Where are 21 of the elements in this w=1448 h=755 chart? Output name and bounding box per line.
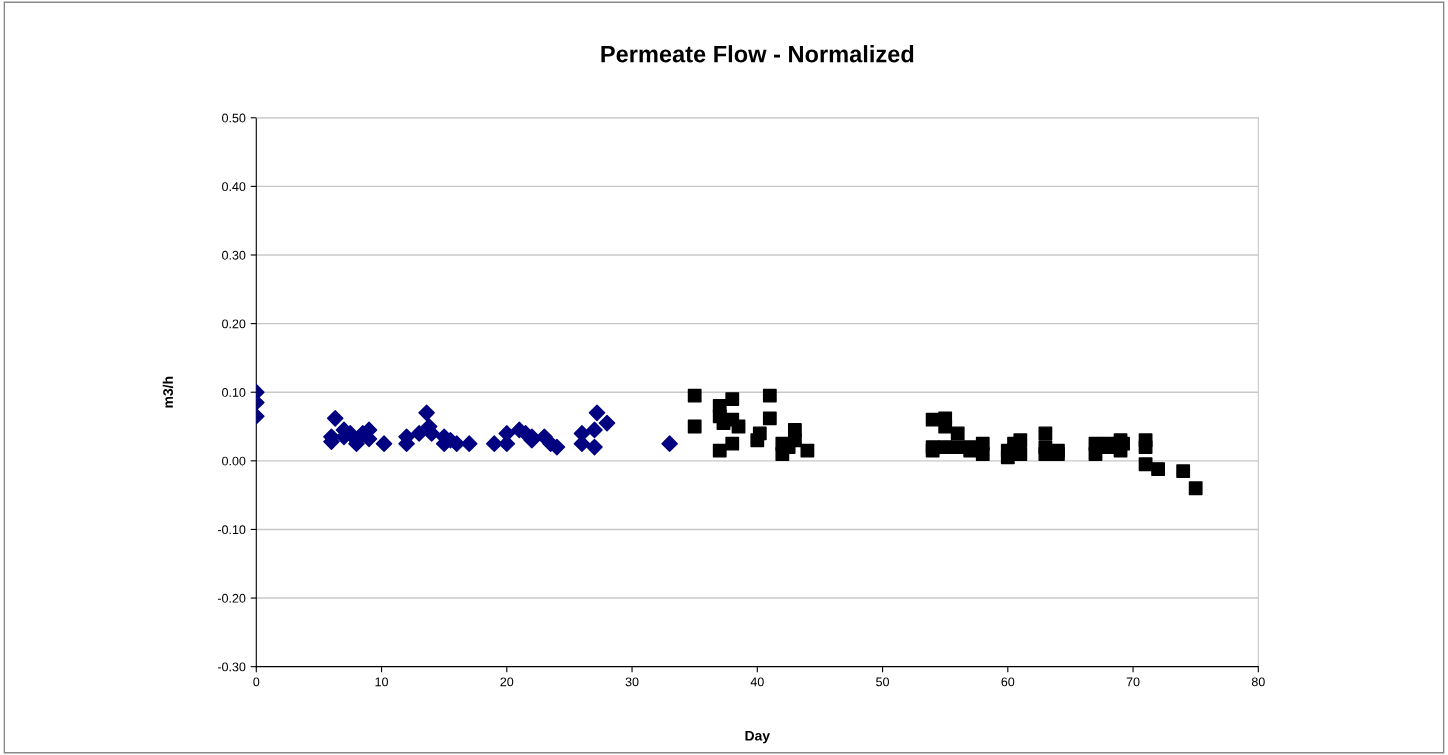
x-axis-title: Day [745,730,770,744]
x-tick-label: 30 [625,677,639,687]
x-tick-label: 20 [500,677,514,687]
y-tick-label: 0.00 [222,456,246,466]
chart-title: Permeate Flow - Normalized [601,45,914,63]
x-tick-label: 60 [1001,677,1015,687]
y-tick-label: 0.30 [222,250,246,260]
y-axis-title: m3/h [162,376,174,408]
y-tick-label: -0.10 [217,525,246,535]
y-tick-label: 0.50 [222,113,246,123]
x-tick-label: 80 [1251,677,1265,687]
y-tick-label: 0.40 [222,182,246,192]
x-tick-label: 50 [876,677,890,687]
y-tick-label: 0.20 [222,319,246,329]
y-tick-label: -0.30 [217,662,246,672]
y-tick-label: -0.20 [217,593,246,603]
x-tick-label: 0 [253,677,260,687]
x-tick-label: 70 [1126,677,1140,687]
y-tick-label: 0.10 [222,388,246,397]
x-tick-label: 10 [375,677,389,687]
x-tick-label: 40 [750,677,764,687]
